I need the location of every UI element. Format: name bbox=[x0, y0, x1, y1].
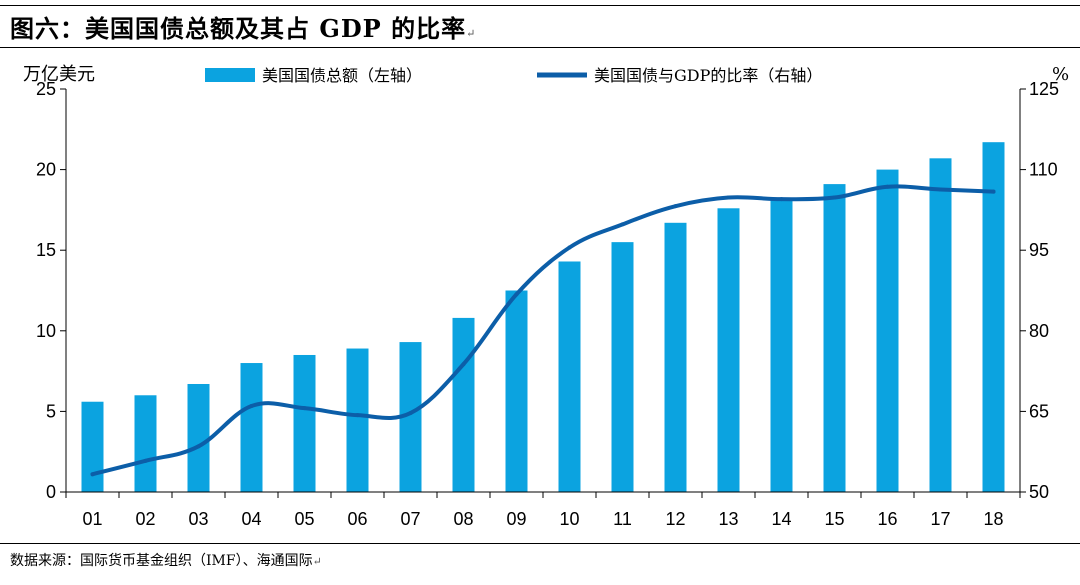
legend: 美国国债总额（左轴） 美国国债与GDP的比率（右轴） bbox=[205, 66, 822, 85]
right-tick-label: 95 bbox=[1029, 240, 1049, 260]
bar-11 bbox=[611, 242, 634, 492]
x-tick-label: 17 bbox=[930, 509, 950, 529]
bar-01 bbox=[81, 401, 104, 492]
ratio-point-16 bbox=[885, 184, 890, 189]
ratio-point-10 bbox=[567, 245, 572, 250]
x-tick-label: 16 bbox=[877, 509, 897, 529]
ratio-point-15 bbox=[832, 195, 837, 200]
left-tick-label: 10 bbox=[36, 321, 56, 341]
paragraph-mark: ↵ bbox=[466, 27, 477, 40]
x-tick-label: 02 bbox=[135, 509, 155, 529]
bar-14 bbox=[770, 198, 793, 492]
bar-12 bbox=[664, 222, 687, 492]
left-tick-label: 15 bbox=[36, 240, 56, 260]
x-tick-label: 04 bbox=[241, 509, 261, 529]
legend-bar-swatch bbox=[205, 68, 255, 82]
x-tick-label: 15 bbox=[824, 509, 844, 529]
right-tick-label: 80 bbox=[1029, 321, 1049, 341]
x-tick-label: 08 bbox=[453, 509, 473, 529]
ratio-point-02 bbox=[143, 458, 148, 463]
x-tick-label: 11 bbox=[613, 509, 632, 529]
right-tick-label: 65 bbox=[1029, 401, 1049, 421]
right-tick-label: 50 bbox=[1029, 482, 1049, 502]
ratio-point-17 bbox=[938, 187, 943, 192]
x-tick-label: 18 bbox=[983, 509, 1003, 529]
bar-07 bbox=[399, 342, 422, 492]
bar-08 bbox=[452, 317, 475, 492]
bar-09 bbox=[505, 290, 528, 492]
line-layer bbox=[90, 184, 996, 477]
ratio-point-09 bbox=[514, 292, 519, 297]
ratio-line bbox=[90, 184, 996, 477]
ratio-point-06 bbox=[355, 413, 360, 418]
ratio-point-04 bbox=[249, 404, 254, 409]
left-axis-unit: 万亿美元 bbox=[23, 64, 95, 85]
bars-layer bbox=[81, 142, 1005, 493]
top-rule bbox=[0, 5, 1080, 6]
x-tick-label: 10 bbox=[559, 509, 579, 529]
bar-16 bbox=[876, 169, 899, 492]
ratio-point-08 bbox=[461, 362, 466, 367]
x-tick-label: 06 bbox=[347, 509, 367, 529]
ratio-point-11 bbox=[620, 222, 625, 227]
ratio-point-01 bbox=[90, 472, 95, 477]
x-tick-label: 07 bbox=[400, 509, 420, 529]
x-tick-label: 13 bbox=[718, 509, 738, 529]
legend-bar-label: 美国国债总额（左轴） bbox=[262, 66, 422, 85]
bar-17 bbox=[929, 158, 952, 493]
bar-18 bbox=[982, 142, 1005, 493]
right-tick-label: 125 bbox=[1029, 79, 1059, 99]
left-tick-label: 20 bbox=[36, 160, 56, 180]
bar-03 bbox=[187, 383, 210, 492]
bar-15 bbox=[823, 184, 846, 492]
legend-line-label: 美国国债与GDP的比率（右轴） bbox=[594, 66, 822, 85]
bar-06 bbox=[346, 348, 369, 492]
left-tick-label: 5 bbox=[46, 401, 56, 421]
left-tick-label: 25 bbox=[36, 79, 56, 99]
bar-13 bbox=[717, 208, 740, 492]
ratio-point-03 bbox=[196, 444, 201, 449]
x-tick-label: 14 bbox=[771, 509, 791, 529]
bar-10 bbox=[558, 261, 581, 492]
right-tick-label: 110 bbox=[1029, 160, 1058, 180]
title-rule bbox=[0, 47, 1080, 48]
right-axis-unit: % bbox=[1052, 64, 1069, 85]
bottom-rule bbox=[0, 543, 1080, 544]
ratio-point-07 bbox=[408, 411, 413, 416]
paragraph-mark: ↵ bbox=[312, 555, 322, 568]
ratio-point-05 bbox=[302, 406, 307, 411]
source-note: 数据来源：国际货币基金组织（IMF）、海通国际↵ bbox=[10, 553, 322, 569]
figure-title: 图六：美国国债总额及其占 GDP 的比率↵ bbox=[10, 14, 477, 43]
bar-02 bbox=[134, 395, 157, 492]
ratio-point-18 bbox=[991, 189, 996, 194]
x-tick-label: 03 bbox=[188, 509, 208, 529]
ratio-point-14 bbox=[779, 197, 784, 202]
left-tick-label: 0 bbox=[46, 482, 56, 502]
ratio-point-13 bbox=[726, 195, 731, 200]
ratio-point-12 bbox=[673, 204, 678, 209]
x-tick-label: 09 bbox=[506, 509, 526, 529]
x-tick-label: 05 bbox=[294, 509, 314, 529]
bar-04 bbox=[240, 363, 263, 492]
x-tick-label: 01 bbox=[82, 509, 102, 529]
bar-05 bbox=[293, 354, 316, 492]
x-tick-label: 12 bbox=[665, 509, 685, 529]
